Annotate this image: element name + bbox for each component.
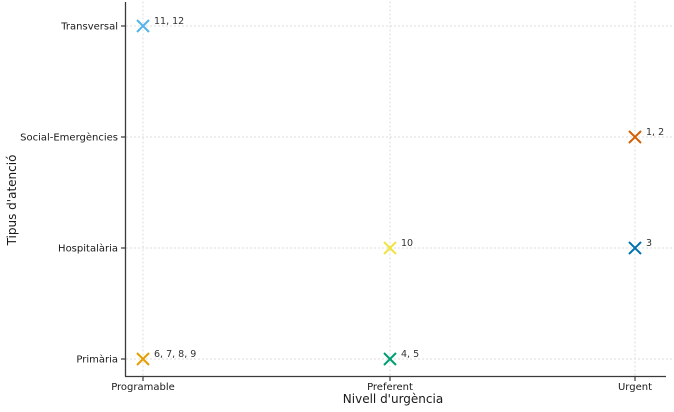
data-point-label: 10 — [401, 238, 413, 249]
data-point-marker — [383, 352, 397, 366]
y-tick-label: Transversal — [60, 22, 118, 33]
data-point-label: 11, 12 — [154, 16, 184, 27]
x-axis-title: Nivell d'urgència — [342, 392, 444, 406]
y-tick-label: Hospitalària — [58, 243, 118, 255]
data-point-label: 4, 5 — [401, 349, 419, 360]
data-point-marker — [628, 130, 642, 144]
data-point-marker — [136, 352, 150, 366]
y-tick-label: Social-Emergències — [20, 132, 118, 144]
data-point-label: 6, 7, 8, 9 — [154, 349, 196, 360]
y-tick-label: Primària — [76, 354, 118, 366]
data-point-marker — [628, 241, 642, 255]
x-tick-label: Urgent — [618, 382, 652, 393]
data-point-marker — [383, 241, 397, 255]
data-point-marker — [136, 19, 150, 33]
data-point-label: 3 — [646, 238, 652, 249]
x-tick-label: Programable — [111, 382, 175, 393]
y-axis-title: Tipus d'atenció — [5, 154, 19, 246]
x-tick-label: Preferent — [367, 382, 413, 393]
data-point-label: 1, 2 — [646, 127, 664, 138]
